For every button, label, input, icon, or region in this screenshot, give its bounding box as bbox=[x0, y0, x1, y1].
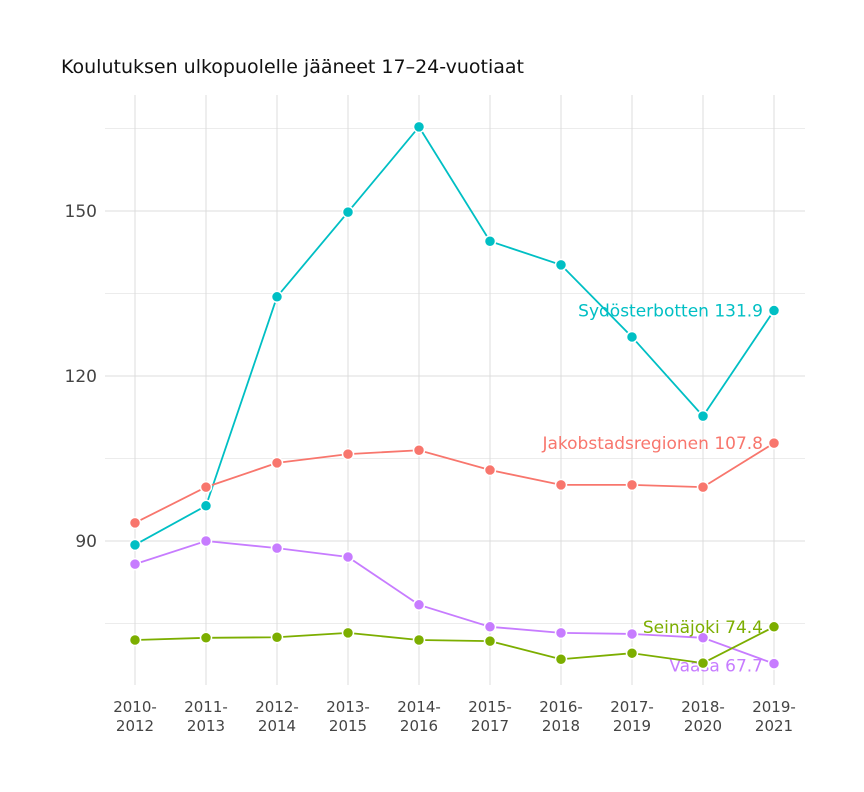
x-tick-label: 2013 bbox=[187, 717, 225, 735]
series-line bbox=[134, 625, 775, 665]
x-tick-label: 2015- bbox=[468, 698, 512, 716]
data-point bbox=[412, 444, 426, 457]
data-point bbox=[483, 235, 497, 248]
data-point bbox=[412, 633, 426, 647]
x-tick-label: 2013- bbox=[326, 698, 370, 716]
x-tick-label: 2015 bbox=[329, 717, 367, 735]
data-point bbox=[696, 631, 710, 645]
x-tick-label: 2021 bbox=[755, 717, 793, 735]
x-tick-label: 2012 bbox=[116, 717, 154, 735]
x-tick-label: 2017 bbox=[471, 717, 509, 735]
data-point bbox=[341, 550, 355, 564]
data-point bbox=[128, 538, 142, 552]
series-end-label: Seinäjoki 74.4 bbox=[643, 618, 763, 638]
x-tick-label: 2016- bbox=[539, 698, 583, 716]
x-tick-label: 2017- bbox=[610, 698, 654, 716]
data-point bbox=[341, 447, 355, 461]
data-point bbox=[625, 646, 639, 660]
data-point bbox=[554, 258, 568, 272]
series-line bbox=[134, 540, 775, 665]
data-point bbox=[199, 631, 213, 645]
data-point bbox=[412, 598, 426, 612]
y-tick-label: 120 bbox=[65, 367, 97, 387]
data-point bbox=[270, 631, 284, 644]
x-tick-label: 2010- bbox=[113, 698, 157, 716]
data-point bbox=[412, 120, 426, 134]
x-tick-label: 2016 bbox=[400, 717, 438, 735]
data-point bbox=[128, 557, 142, 571]
data-point bbox=[199, 534, 213, 548]
series-end-label: Sydösterbotten 131.9 bbox=[578, 302, 763, 322]
data-point bbox=[199, 480, 213, 494]
data-point bbox=[483, 634, 497, 648]
series-seinäjoki: Seinäjoki 74.4 bbox=[128, 618, 781, 670]
y-tick-label: 90 bbox=[75, 532, 97, 552]
data-point bbox=[625, 478, 639, 492]
chart-title: Koulutuksen ulkopuolelle jääneet 17–24-v… bbox=[61, 56, 524, 78]
x-tick-label: 2020 bbox=[684, 717, 722, 735]
data-point bbox=[554, 626, 568, 640]
x-tick-label: 2019- bbox=[752, 698, 796, 716]
data-point bbox=[128, 633, 142, 647]
data-point bbox=[270, 290, 284, 304]
data-point bbox=[696, 409, 710, 423]
data-point bbox=[341, 205, 355, 219]
data-point bbox=[696, 480, 710, 494]
data-point bbox=[128, 516, 142, 530]
data-point bbox=[554, 478, 568, 492]
series-end-label: Jakobstadsregionen 107.8 bbox=[541, 434, 763, 454]
y-tick-label: 150 bbox=[65, 202, 97, 222]
data-point bbox=[199, 499, 213, 513]
data-point bbox=[625, 330, 639, 344]
series-line bbox=[134, 442, 775, 524]
data-point bbox=[767, 436, 781, 450]
data-point bbox=[767, 620, 781, 634]
data-point bbox=[625, 627, 639, 641]
x-tick-label: 2018- bbox=[681, 698, 725, 716]
x-tick-label: 2018 bbox=[542, 717, 580, 735]
x-tick-label: 2011- bbox=[184, 698, 228, 716]
x-tick-label: 2019 bbox=[613, 717, 651, 735]
series-line bbox=[134, 125, 775, 546]
data-point bbox=[767, 657, 781, 670]
data-point bbox=[483, 463, 497, 477]
series-jakobstadsregionen: Jakobstadsregionen 107.8 bbox=[128, 434, 781, 530]
data-point bbox=[270, 541, 284, 555]
x-tick-label: 2012- bbox=[255, 698, 299, 716]
data-point bbox=[270, 456, 284, 470]
data-point bbox=[483, 620, 497, 634]
data-point bbox=[767, 304, 781, 317]
data-point bbox=[554, 653, 568, 666]
series-vaasa: Vaasa 67.7 bbox=[128, 534, 781, 677]
x-tick-label: 2014 bbox=[258, 717, 296, 735]
x-tick-label: 2014- bbox=[397, 698, 441, 716]
data-point bbox=[341, 626, 355, 640]
data-point bbox=[696, 656, 710, 670]
series-sydösterbotten: Sydösterbotten 131.9 bbox=[128, 120, 781, 552]
